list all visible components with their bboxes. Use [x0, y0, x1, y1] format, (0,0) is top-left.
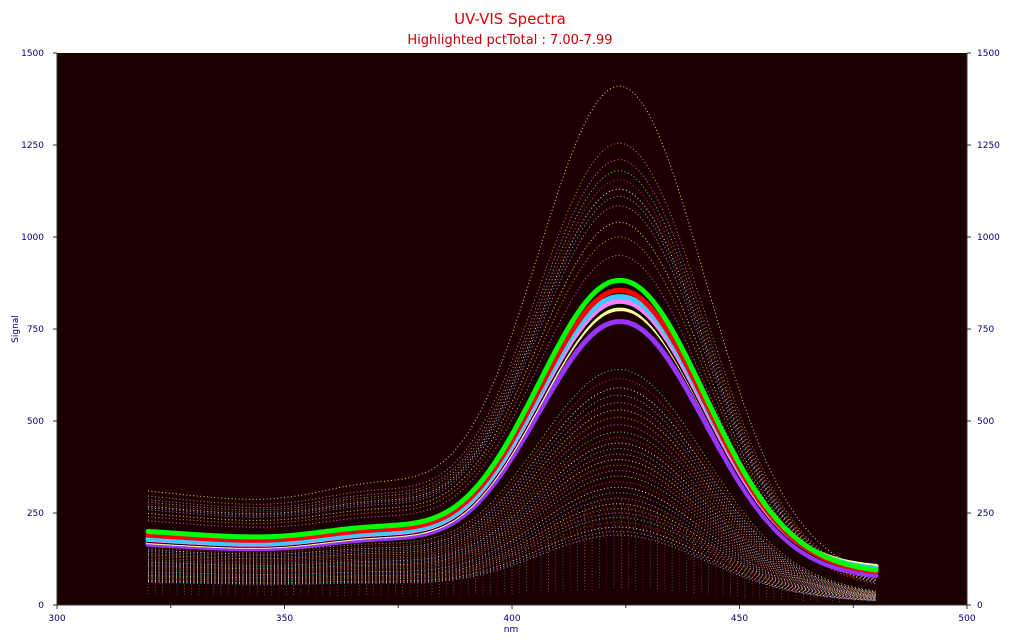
x-tick-label: 350: [276, 614, 293, 624]
y-tick-label-right: 1000: [977, 233, 1000, 243]
y-tick-label-left: 250: [27, 509, 44, 519]
y-tick-label-right: 0: [977, 601, 983, 611]
background-series-line: [147, 470, 877, 598]
background-series-line: [147, 442, 877, 596]
background-series-line: [147, 475, 877, 598]
background-series-line: [147, 416, 877, 595]
background-series-line: [147, 394, 877, 593]
background-series-line: [147, 530, 877, 602]
background-series-line: [147, 179, 877, 580]
background-series-line: [147, 85, 877, 575]
background-series-line: [147, 503, 877, 600]
background-series-line: [147, 378, 877, 592]
x-axis-label: nm: [504, 625, 518, 635]
y-tick-label-right: 750: [977, 325, 994, 335]
y-axis-label: Signal: [11, 315, 21, 343]
x-tick-label: 400: [503, 614, 520, 624]
y-tick-label-right: 500: [977, 417, 994, 427]
x-tick-label: 500: [958, 614, 975, 624]
highlighted-series-line: [145, 277, 879, 573]
y-tick-label-right: 250: [977, 509, 994, 519]
x-tick-label: 450: [731, 614, 748, 624]
background-series-line: [147, 188, 877, 581]
y-tick-label-right: 1500: [977, 49, 1000, 59]
background-series-line: [147, 512, 877, 600]
y-tick-label-left: 1250: [21, 141, 44, 151]
background-series-line: [147, 205, 877, 582]
y-tick-label-left: 1000: [21, 233, 44, 243]
background-series-line: [147, 448, 877, 597]
y-tick-label-left: 1500: [21, 49, 44, 59]
y-tick-label-right: 1250: [977, 141, 1000, 151]
background-series-line: [147, 236, 877, 584]
background-series-line: [147, 195, 877, 581]
y-tick-label-left: 0: [38, 601, 44, 611]
highlighted-series-group: [145, 277, 879, 579]
chart-subtitle: Highlighted pctTotal : 7.00-7.99: [407, 33, 612, 48]
background-series-group: [147, 85, 877, 603]
x-tick-label: 300: [48, 614, 65, 624]
plot-area: [57, 53, 967, 605]
background-series-line: [147, 516, 877, 601]
y-tick-label-left: 500: [27, 417, 44, 427]
chart-title: UV-VIS Spectra: [454, 10, 566, 28]
y-tick-label-left: 750: [27, 325, 44, 335]
